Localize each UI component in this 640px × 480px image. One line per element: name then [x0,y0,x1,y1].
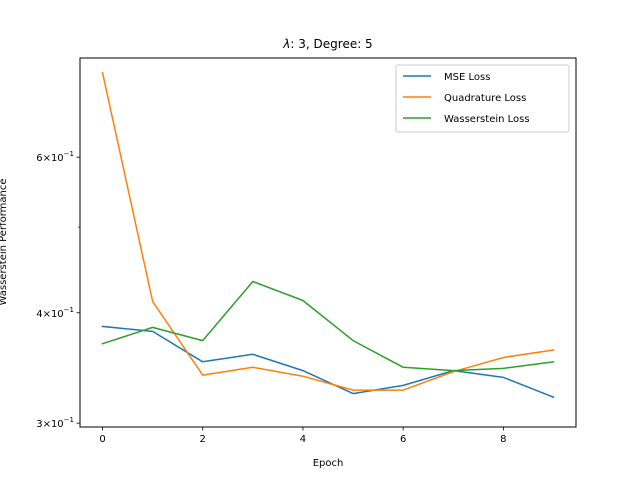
series-line-quadrature-loss [101,71,555,391]
x-tick-label: 6 [400,434,406,445]
y-tick-label: 6×10−1 [36,150,74,164]
x-tick-label: 8 [500,434,506,445]
y-axis-label: Wasserstein Performance [0,178,9,305]
x-tick-label: 4 [300,434,306,445]
title-lambda: λ [282,37,290,51]
legend-label: Wasserstein Loss [444,114,530,125]
plot-frame [79,57,577,428]
series-line-wasserstein-loss [101,280,555,372]
legend-frame [395,64,570,133]
x-tick-label: 0 [99,434,105,445]
legend-label: MSE Loss [444,72,490,83]
series-lines [101,71,555,399]
x-tick-label: 2 [200,434,206,445]
chart-title: λ: 3, Degree: 5 [282,37,372,51]
y-tick-label: 3×10−1 [36,416,74,430]
legend-label: Quadrature Loss [444,93,526,104]
series-line-mse-loss [101,325,555,399]
y-tick-label: 4×10−1 [36,306,74,320]
axis-ticks: 0 2 4 6 8 3×10−1 4×10−1 6×10−1 [36,150,506,445]
title-rest: : 3, Degree: 5 [290,37,372,51]
legend: MSE Loss Quadrature Loss Wasserstein Loss [395,64,570,133]
x-axis-label: Epoch [313,458,344,469]
